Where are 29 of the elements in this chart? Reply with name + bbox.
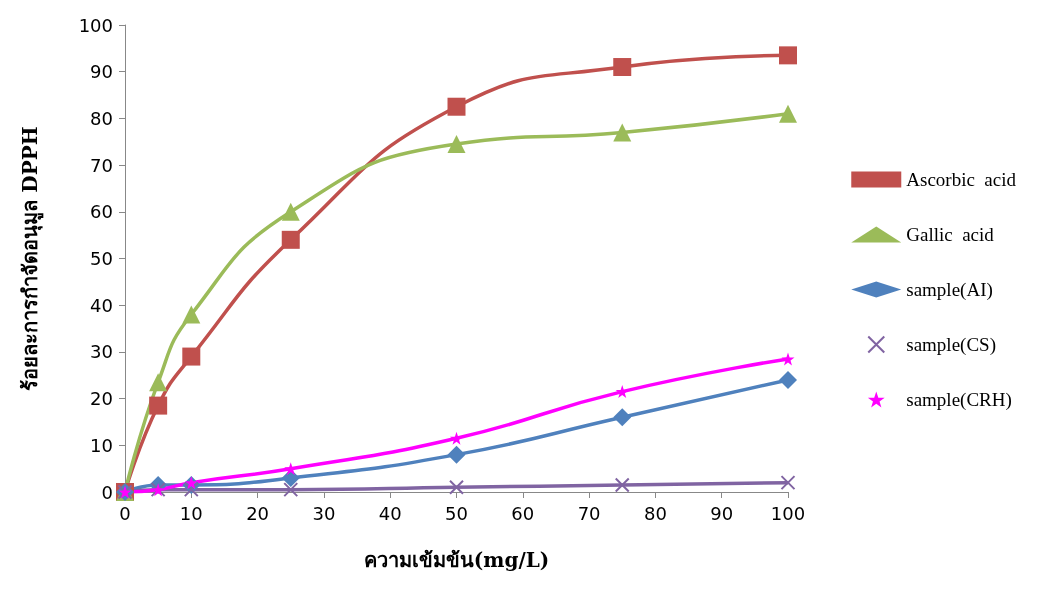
y-tick-label: 90 — [90, 61, 113, 83]
legend-label: sample(CS) — [906, 334, 996, 356]
y-tick-label: 70 — [90, 154, 113, 176]
y-tick-label: 0 — [101, 481, 113, 503]
x-tick-label: 20 — [246, 502, 270, 524]
x-tick-label: 70 — [577, 502, 601, 524]
x-axis-title: ความเข้มข้น(mg/L) — [363, 548, 550, 572]
y-tick-label: 50 — [90, 248, 113, 269]
x-tick-label: 40 — [378, 502, 402, 524]
y-axis-title: ร้อยละการกำจัดอนุมูล DPPH — [18, 126, 44, 391]
legend-label: Gallic acid — [906, 224, 995, 245]
legend-label: sample(CRH) — [906, 389, 1012, 411]
y-tick-label: 40 — [90, 294, 113, 316]
x-tick-label: 60 — [511, 502, 535, 524]
x-tick-label: 0 — [119, 502, 131, 524]
x-tick-label: 30 — [312, 502, 336, 524]
x-tick-label: 80 — [643, 502, 667, 524]
x-tick-label: 90 — [710, 502, 734, 524]
y-tick-label: 20 — [90, 388, 113, 410]
y-tick-label: 100 — [78, 14, 113, 36]
x-tick-label: 50 — [445, 502, 468, 524]
legend-label: sample(AI) — [906, 279, 993, 301]
x-tick-label: 100 — [770, 502, 806, 524]
y-tick-label: 60 — [90, 201, 113, 223]
y-tick-label: 80 — [90, 107, 113, 129]
x-tick-label: 10 — [179, 502, 203, 524]
y-tick-label: 30 — [90, 341, 113, 363]
legend-label: Ascorbic acid — [906, 169, 1017, 190]
y-tick-label: 10 — [90, 434, 113, 456]
